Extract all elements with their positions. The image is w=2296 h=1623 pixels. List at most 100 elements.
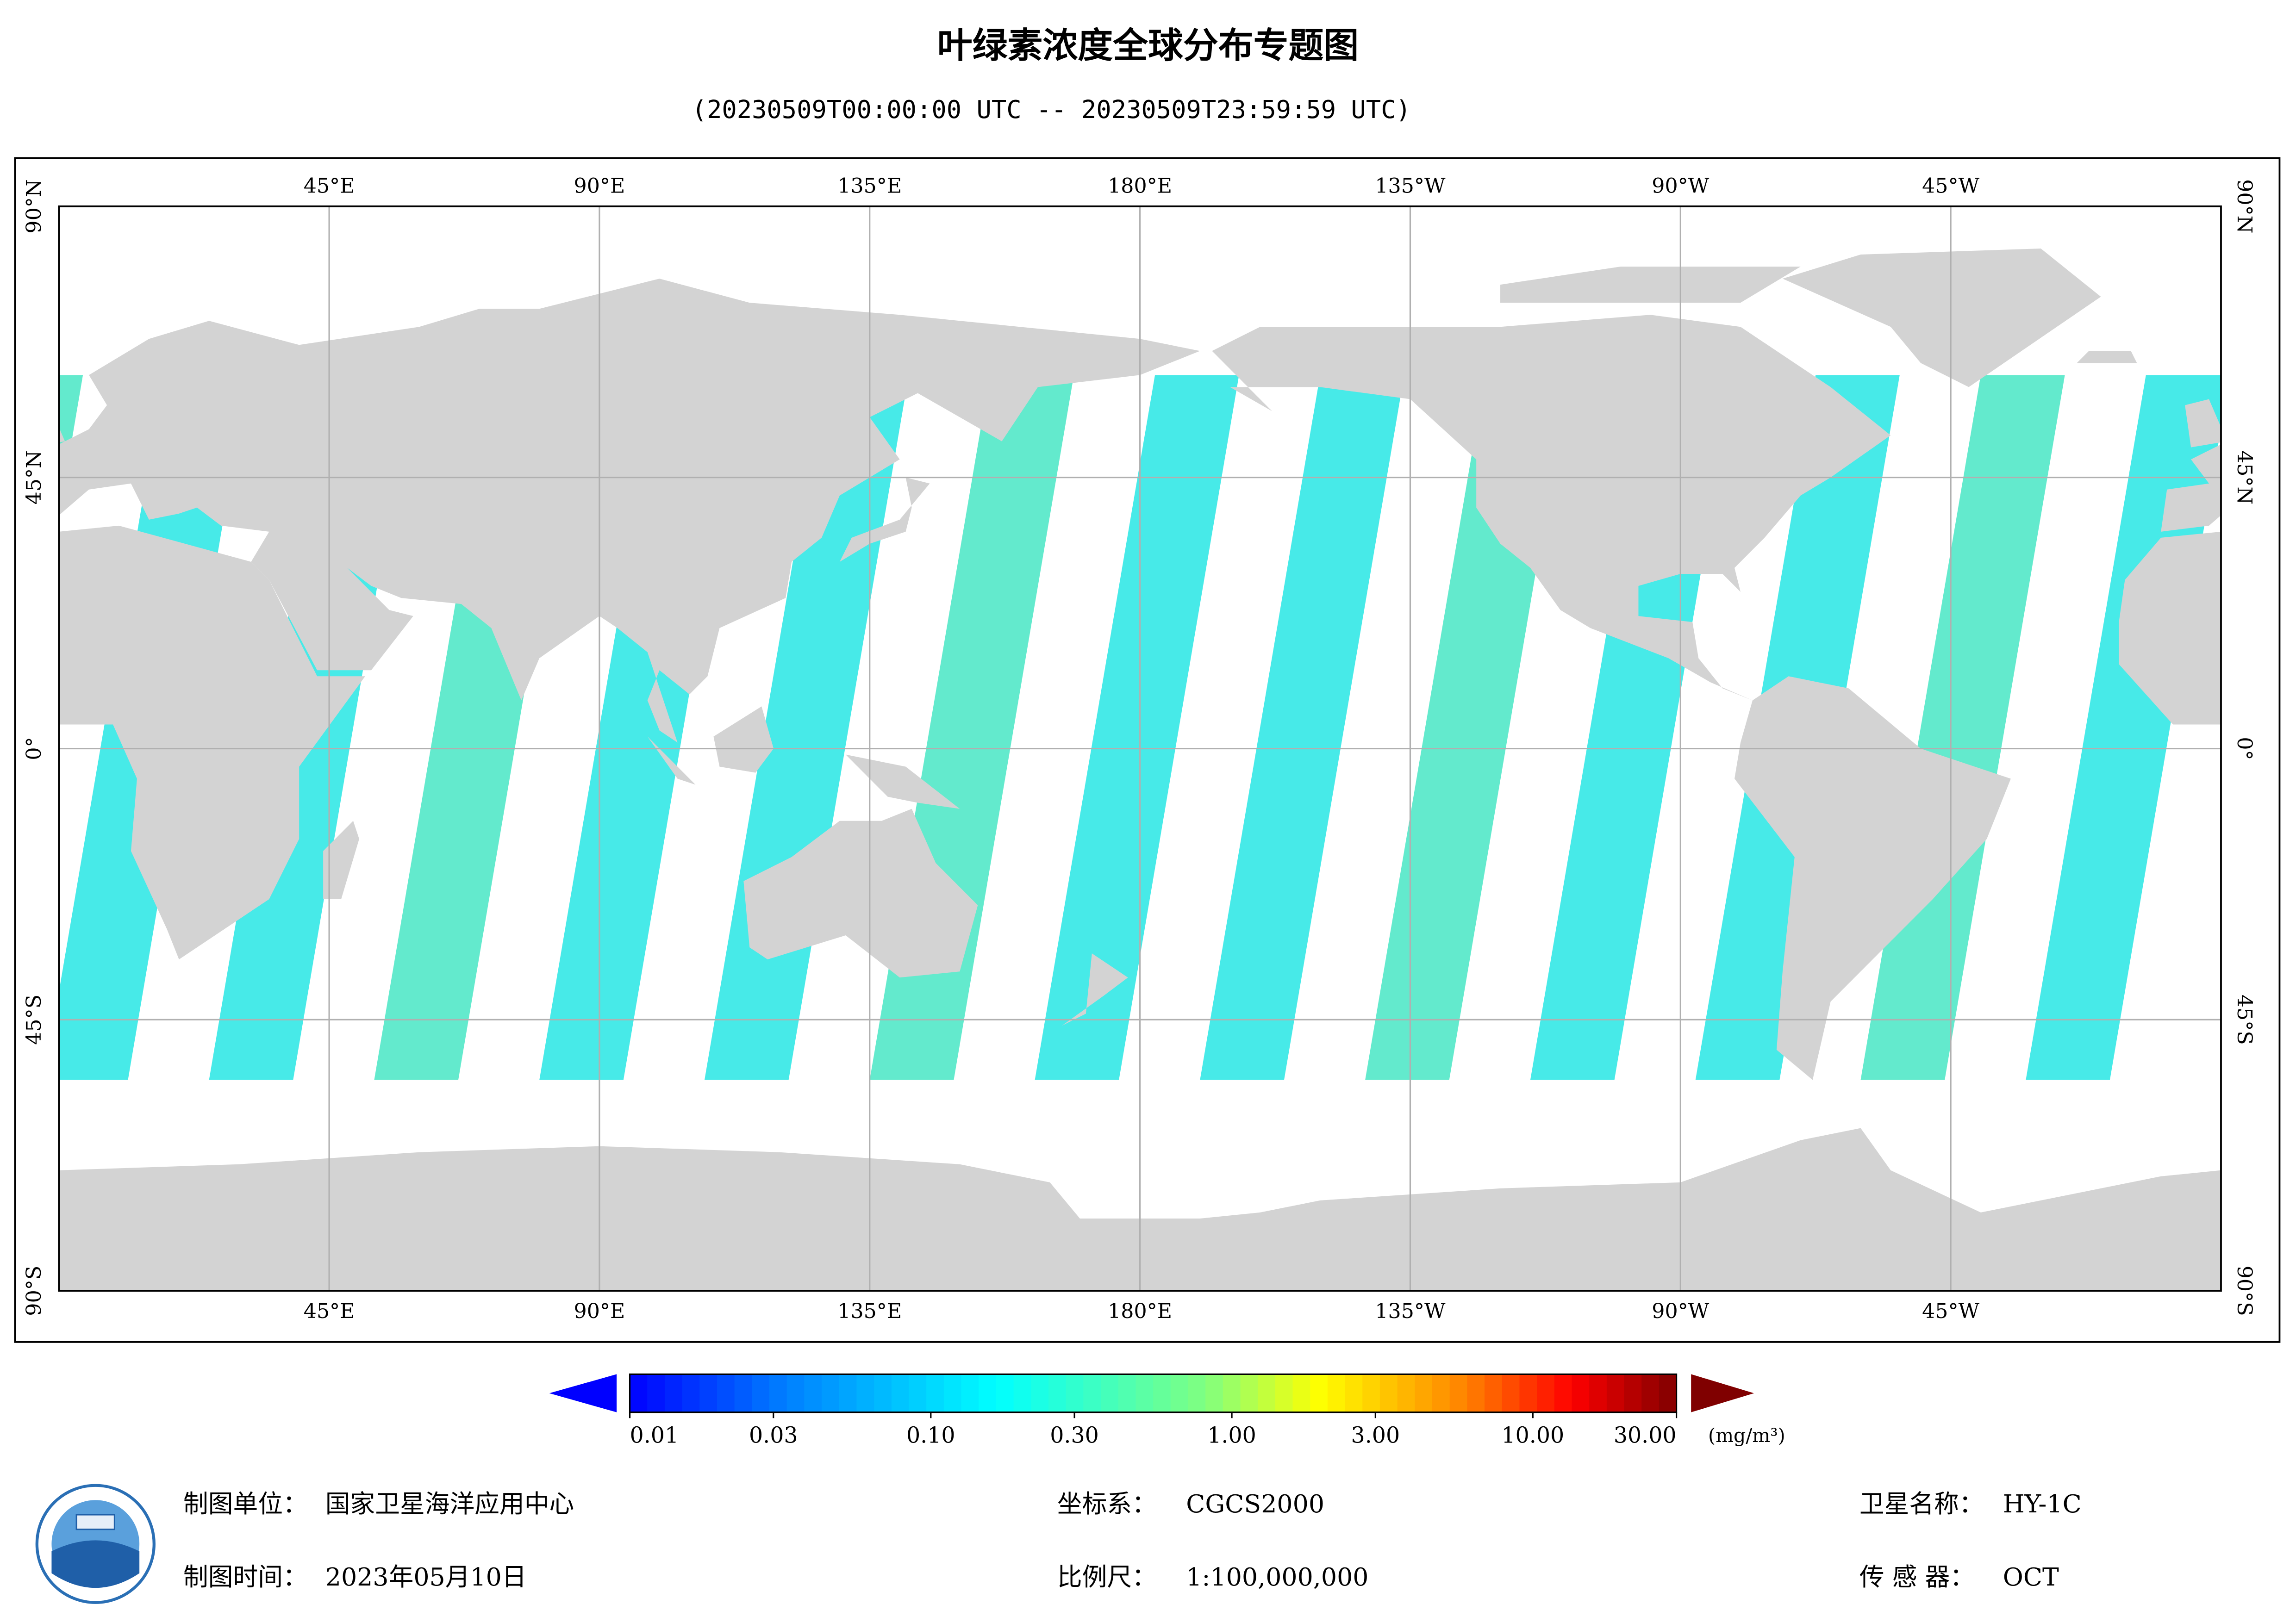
lon-label: 180°E xyxy=(1108,174,1172,198)
land xyxy=(2077,351,2137,363)
footer-label: 比例尺： xyxy=(1057,1562,1157,1592)
colorbar-cell xyxy=(1066,1374,1084,1412)
subtitle: (20230509T00:00:00 UTC -- 20230509T23:59… xyxy=(692,95,1411,124)
footer: 制图单位： 国家卫星海洋应用中心 制图时间： 2023年05月10日 坐标系： … xyxy=(183,1489,2082,1592)
footer-value: OCT xyxy=(2003,1562,2059,1592)
lon-label: 45°W xyxy=(1922,1300,1979,1323)
land xyxy=(59,279,1200,743)
colorbar-cell xyxy=(1118,1374,1136,1412)
colorbar-cell xyxy=(1554,1374,1572,1412)
colorbar-cell xyxy=(1537,1374,1555,1412)
colorbar-cell xyxy=(961,1374,980,1412)
map-area xyxy=(59,206,2221,1291)
footer-value: 国家卫星海洋应用中心 xyxy=(325,1489,574,1518)
colorbar-border xyxy=(629,1373,1678,1413)
land xyxy=(59,525,365,960)
colorbar-cell xyxy=(630,1374,648,1412)
colorbar-cell xyxy=(1449,1374,1468,1412)
colorbar-cell xyxy=(909,1374,927,1412)
graticule-labels: 45°E 45°E 90°E 90°E 135°E 135°E 180°E 180°E 135°… xyxy=(22,174,2256,1323)
colorbar-cell xyxy=(717,1374,735,1412)
colorbar-cell xyxy=(1101,1374,1119,1412)
colorbar-cell xyxy=(1659,1374,1677,1412)
lon-label: 90°E xyxy=(574,174,625,198)
colorbar-cell xyxy=(1397,1374,1416,1412)
colorbar-low-arrow xyxy=(549,1374,617,1412)
colorbar-cell xyxy=(1379,1374,1398,1412)
colorbar-cell xyxy=(1275,1374,1293,1412)
colorbar-cell xyxy=(1292,1374,1311,1412)
land xyxy=(1500,267,1801,303)
colorbar-unit: (mg/m³) xyxy=(1708,1424,1785,1447)
colorbar-cell xyxy=(699,1374,718,1412)
colorbar-cell xyxy=(1606,1374,1625,1412)
land xyxy=(845,754,960,809)
footer-value: HY-1C xyxy=(2003,1489,2082,1518)
colorbar-cell xyxy=(926,1374,945,1412)
colorbar-cell xyxy=(1153,1374,1172,1412)
lat-label: 0° xyxy=(22,737,46,760)
land xyxy=(1212,315,1891,701)
colorbar-cell xyxy=(664,1374,683,1412)
lon-label: 180°E xyxy=(1108,1300,1172,1323)
colorbar-label: 0.01 xyxy=(630,1423,679,1448)
colorbar: 0.01 0.03 0.10 0.30 1.00 3.00 10.00 30.00 xyxy=(549,1373,1754,1448)
colorbar-cell xyxy=(1362,1374,1381,1412)
colorbar-cell xyxy=(1624,1374,1642,1412)
lat-label: 45°S xyxy=(22,995,46,1045)
lon-label: 45°W xyxy=(1922,174,1979,198)
colorbar-cell xyxy=(1083,1374,1102,1412)
map-frame xyxy=(14,157,2281,1343)
colorbar-cell xyxy=(1641,1374,1660,1412)
map-border xyxy=(58,205,2222,1292)
colorbar-cell xyxy=(1240,1374,1259,1412)
footer-label: 坐标系： xyxy=(1057,1489,1157,1518)
colorbar-cell xyxy=(1258,1374,1276,1412)
land xyxy=(2119,531,2221,725)
colorbar-cell xyxy=(804,1374,823,1412)
lon-label: 45°E xyxy=(304,174,355,198)
lon-label: 135°E xyxy=(837,1300,902,1323)
colorbar-cell xyxy=(1432,1374,1450,1412)
footer-value: 2023年05月10日 xyxy=(325,1562,527,1592)
lat-label: 90°N xyxy=(22,179,46,233)
colorbar-label: 30.00 xyxy=(1614,1423,1677,1448)
colorbar-cell xyxy=(979,1374,997,1412)
colorbar-cell xyxy=(1327,1374,1346,1412)
colorbar-label: 3.00 xyxy=(1351,1423,1400,1448)
colorbar-cell xyxy=(786,1374,805,1412)
colorbar-cell xyxy=(1136,1374,1154,1412)
land xyxy=(713,706,774,773)
colorbar-cell xyxy=(1345,1374,1363,1412)
colorbar-cell xyxy=(822,1374,840,1412)
colorbar-cell xyxy=(1485,1374,1503,1412)
colorbar-cell xyxy=(1205,1374,1224,1412)
colorbar-cell xyxy=(1310,1374,1329,1412)
colorbar-cell xyxy=(1013,1374,1032,1412)
colorbar-label: 10.00 xyxy=(1501,1423,1564,1448)
land xyxy=(743,808,978,978)
colorbar-cell xyxy=(1589,1374,1608,1412)
colorbar-cell xyxy=(1031,1374,1049,1412)
land xyxy=(629,718,696,785)
colorbar-label: 0.03 xyxy=(749,1423,798,1448)
lon-label: 90°W xyxy=(1652,174,1709,198)
colorbar-cell xyxy=(647,1374,666,1412)
land xyxy=(839,477,930,562)
colorbar-cell xyxy=(891,1374,910,1412)
colorbar-cell xyxy=(1572,1374,1590,1412)
lon-label: 135°W xyxy=(1375,174,1446,198)
colorbar-label: 1.00 xyxy=(1207,1423,1256,1448)
title: 叶绿素浓度全球分布专题图 xyxy=(937,25,1359,66)
lat-label: 90°S xyxy=(22,1266,46,1316)
lon-label: 45°E xyxy=(304,1300,355,1323)
colorbar-cell xyxy=(1170,1374,1189,1412)
colorbar-cell xyxy=(1223,1374,1241,1412)
colorbar-cell xyxy=(1415,1374,1433,1412)
colorbar-cell xyxy=(1467,1374,1485,1412)
colorbar-cell xyxy=(1188,1374,1206,1412)
footer-label: 制图单位： xyxy=(183,1489,308,1518)
colorbar-cell xyxy=(1048,1374,1067,1412)
lat-label: 90°S xyxy=(2233,1266,2256,1316)
